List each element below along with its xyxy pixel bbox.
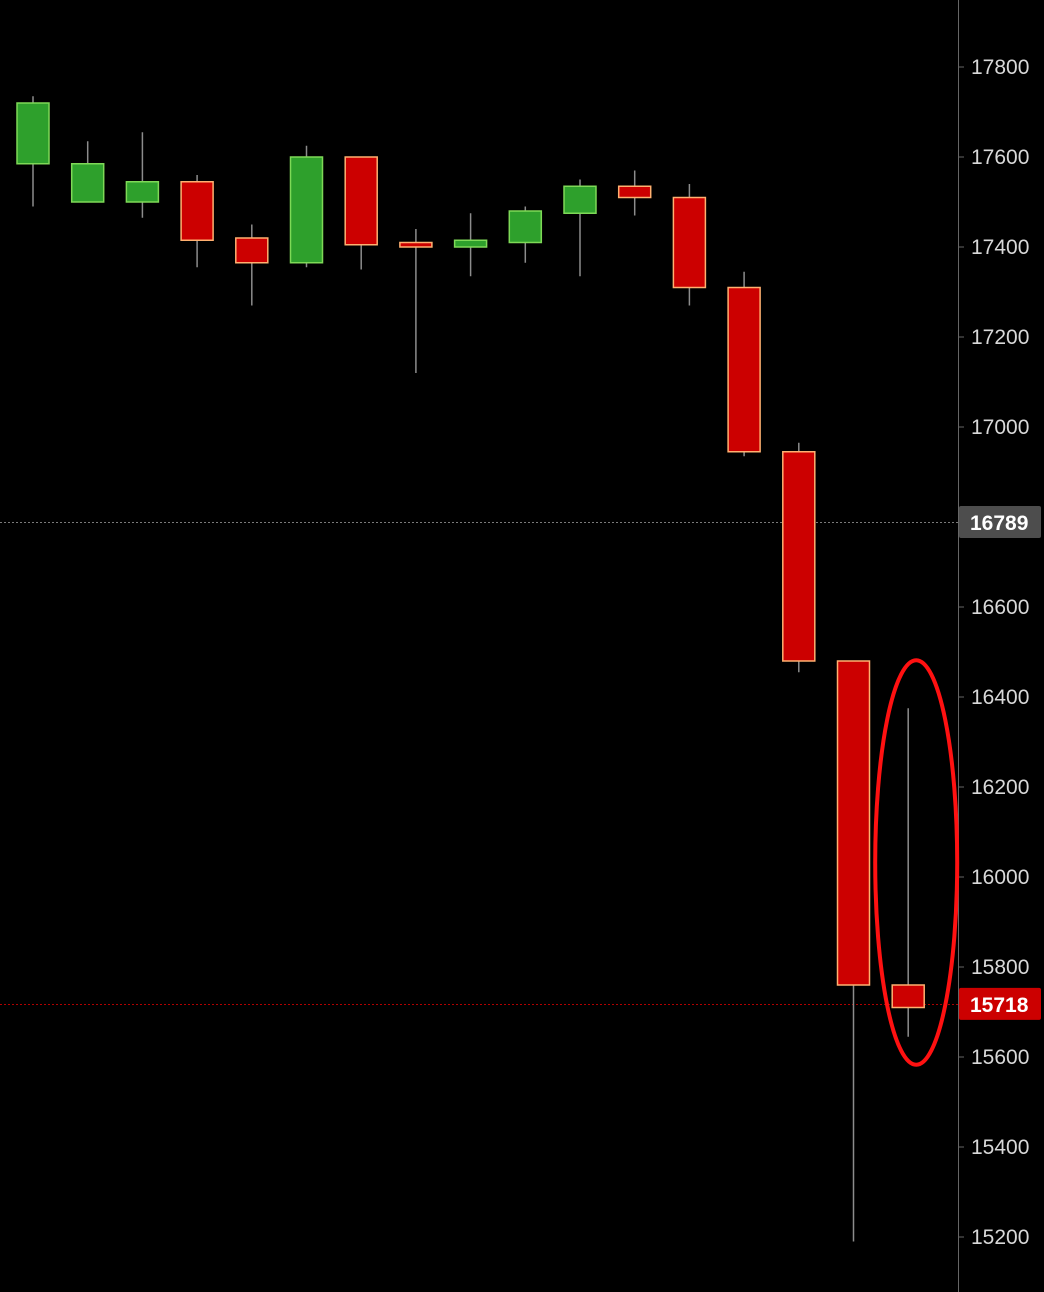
candle [235,224,269,306]
y-tick-label: 16400 [971,686,1029,709]
y-tick-label: 15200 [971,1226,1029,1249]
candle [508,206,543,263]
candle-body-down [399,241,433,248]
candle-body-down [836,660,871,986]
candle-body-up [289,156,324,264]
price-badge-label: 16789 [970,512,1028,535]
price-badges: 16789 15718 [959,505,1041,1020]
candle [344,156,378,270]
candle [836,660,871,1242]
price-badge-15718: 15718 [959,987,1041,1020]
candle-body-down [782,451,816,662]
price-badge-bg [959,987,1041,1020]
candle [617,170,652,216]
candle [782,442,816,673]
candle-body-down [672,196,707,289]
candle-body-down [344,156,378,246]
candle-body-up [70,163,105,203]
y-tick-label: 16200 [971,776,1029,799]
y-tick-label: 17400 [971,236,1029,259]
y-axis: 1780017600174001720017000168001660016400… [958,56,1029,1249]
annotations [873,658,960,1067]
candle-body-up [125,181,160,203]
y-tick-label: 15400 [971,1136,1029,1159]
y-tick-label: 17800 [971,56,1029,79]
candle [672,184,707,306]
y-tick-label: 17200 [971,326,1029,349]
candle [180,175,214,268]
candle [727,271,761,457]
annotation-ellipse [873,658,960,1067]
candle [125,132,160,218]
price-badge-16789: 16789 [959,505,1041,538]
candle-body-down [617,185,652,199]
candle-body-up [453,239,488,248]
y-tick-label: 15600 [971,1046,1029,1069]
candle-body-down [235,237,269,264]
candle-body-down [891,984,925,1009]
price-badge-label: 15718 [970,994,1029,1017]
candle-body-down [727,286,761,453]
y-tick-label: 16000 [971,866,1029,889]
candle [16,96,50,207]
candle [563,179,597,277]
candle [399,229,433,373]
y-tick-label: 17000 [971,416,1029,439]
candle-body-down [180,181,214,241]
price-badge-bg [959,505,1041,538]
candle [453,213,488,277]
candle [289,145,324,268]
candle-body-up [563,185,597,214]
candle-body-up [508,210,543,244]
y-tick-label: 16600 [971,596,1029,619]
candle-body-up [16,102,50,165]
y-tick-label: 17600 [971,146,1029,169]
candle [891,708,925,1037]
candle [70,141,105,203]
y-tick-label: 15800 [971,956,1029,979]
candles [16,96,925,1242]
